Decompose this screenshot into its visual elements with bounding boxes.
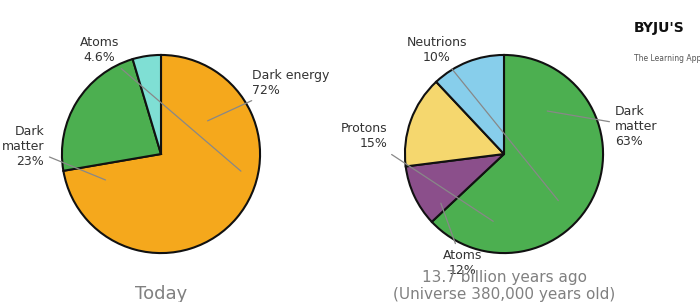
Title: Today: Today bbox=[135, 285, 187, 302]
Wedge shape bbox=[133, 55, 161, 154]
Text: Dark
matter
63%: Dark matter 63% bbox=[547, 105, 657, 148]
Wedge shape bbox=[436, 55, 504, 154]
Text: Dark energy
72%: Dark energy 72% bbox=[208, 69, 330, 121]
Wedge shape bbox=[406, 154, 504, 222]
Wedge shape bbox=[64, 55, 260, 253]
Text: Dark
matter
23%: Dark matter 23% bbox=[1, 125, 106, 180]
Text: Neutrions
10%: Neutrions 10% bbox=[407, 36, 559, 201]
Text: Atoms
12%: Atoms 12% bbox=[441, 203, 482, 277]
Text: B: B bbox=[610, 28, 619, 41]
Text: The Learning App: The Learning App bbox=[634, 54, 700, 63]
Wedge shape bbox=[62, 59, 161, 171]
Text: Atoms
4.6%: Atoms 4.6% bbox=[80, 36, 241, 171]
Text: BYJU'S: BYJU'S bbox=[634, 21, 685, 35]
Text: Protons
15%: Protons 15% bbox=[340, 122, 494, 221]
Wedge shape bbox=[432, 55, 603, 253]
Title: 13.7 billion years ago
(Universe 380,000 years old): 13.7 billion years ago (Universe 380,000… bbox=[393, 270, 615, 302]
Wedge shape bbox=[405, 82, 504, 166]
